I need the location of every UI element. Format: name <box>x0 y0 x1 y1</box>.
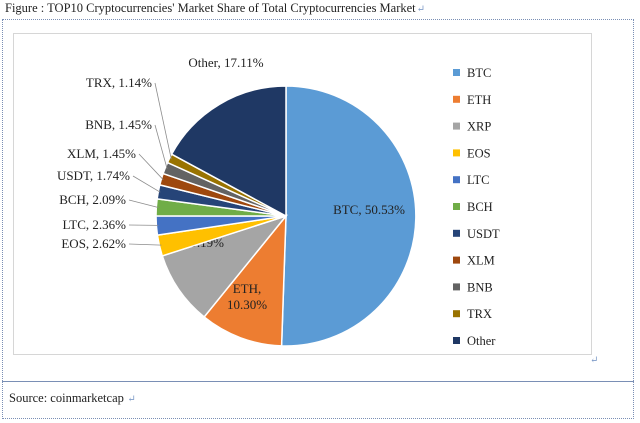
legend-swatch-other <box>453 337 460 344</box>
chart-area: BTC, 50.53%ETH,10.30%XRP, 9.19%EOS, 2.62… <box>13 33 592 355</box>
legend-label-btc: BTC <box>467 66 491 80</box>
pie-slice-eth <box>203 213 287 347</box>
legend-swatch-eth <box>453 95 460 103</box>
paragraph-mark-icon: ↵ <box>416 4 426 15</box>
legend-label-other: Other <box>467 334 496 348</box>
leader-line-xlm <box>138 153 164 180</box>
legend-label-trx: TRX <box>467 307 492 321</box>
data-label-btc: BTC, 50.53% <box>333 202 405 217</box>
legend-label-eth: ETH <box>467 93 491 107</box>
legend-label-xlm: XLM <box>467 254 495 268</box>
pie-slice-other <box>170 85 287 218</box>
data-label-other: Other, 17.11% <box>188 55 263 70</box>
legend-label-bnb: BNB <box>467 280 493 294</box>
legend-label-xrp: XRP <box>467 120 491 134</box>
figure-frame <box>2 19 634 419</box>
leader-line-bnb <box>154 124 168 169</box>
legend-swatch-usdt <box>453 229 460 237</box>
legend-label-bch: BCH <box>467 200 493 214</box>
legend-swatch-trx <box>453 310 460 318</box>
legend-swatch-xrp <box>453 122 460 130</box>
pie-chart: BTC, 50.53%ETH,10.30%XRP, 9.19%EOS, 2.62… <box>57 55 500 348</box>
data-label-usdt: USDT, 1.74% <box>57 168 130 183</box>
leader-line-bch <box>128 199 159 208</box>
legend-swatch-btc <box>453 69 460 76</box>
paragraph-mark-icon: ↵ <box>124 394 136 405</box>
data-label-ltc: LTC, 2.36% <box>63 217 127 232</box>
leader-line-usdt <box>132 175 161 193</box>
legend-swatch-xlm <box>453 256 460 264</box>
data-label-eos: EOS, 2.62% <box>61 236 126 251</box>
legend-label-usdt: USDT <box>467 227 500 241</box>
legend-swatch-eos <box>453 149 460 157</box>
data-label-trx: TRX, 1.14% <box>86 75 152 90</box>
legend-label-eos: EOS <box>467 146 491 160</box>
leader-line-eos <box>128 243 162 246</box>
frame-divider <box>2 381 634 382</box>
pie-slice-btc <box>280 85 417 347</box>
figure-title: Figure : TOP10 Cryptocurrencies' Market … <box>5 1 426 15</box>
data-label-xlm: XLM, 1.45% <box>67 146 136 161</box>
data-label-bnb: BNB, 1.45% <box>85 117 152 132</box>
paragraph-mark-icon: ↵ <box>590 355 599 366</box>
data-label-bch: BCH, 2.09% <box>59 192 126 207</box>
leader-line-trx <box>154 82 172 160</box>
legend-swatch-bnb <box>453 283 460 291</box>
legend-swatch-ltc <box>453 176 460 184</box>
legend-swatch-bch <box>453 203 460 210</box>
source-note: Source: coinmarketcap ↵ <box>9 391 136 405</box>
data-label-eth: ETH, 10.30% <box>227 281 267 312</box>
legend-label-ltc: LTC <box>467 173 489 187</box>
